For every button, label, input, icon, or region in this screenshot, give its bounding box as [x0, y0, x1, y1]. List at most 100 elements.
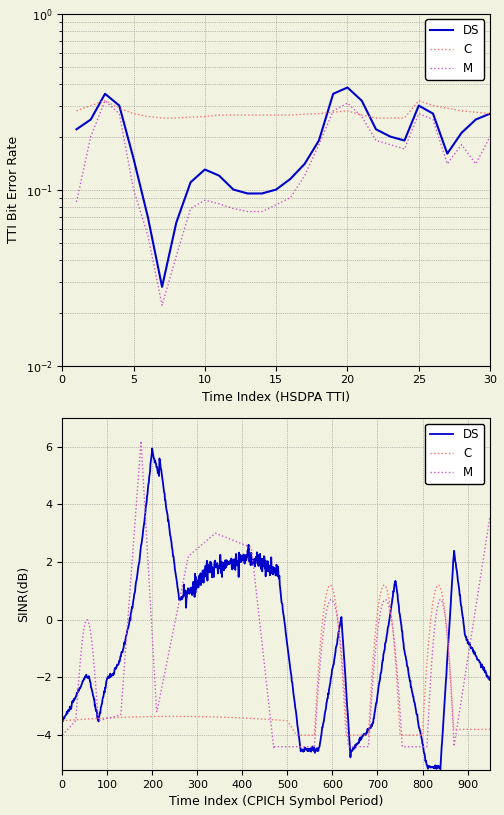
- M: [271, 744, 277, 754]
- DS: [487, 108, 493, 118]
- M: [159, 301, 165, 311]
- M: [401, 742, 407, 751]
- M: [244, 207, 250, 217]
- C: [430, 101, 436, 111]
- C: [316, 108, 322, 118]
- Legend: DS, C, M: DS, C, M: [425, 424, 484, 484]
- C: [173, 113, 179, 123]
- C: [435, 580, 442, 590]
- DS: [74, 125, 80, 134]
- M: [354, 742, 360, 751]
- C: [487, 725, 493, 734]
- DS: [302, 159, 308, 169]
- M: [88, 132, 94, 142]
- DS: [273, 185, 279, 195]
- DS: [373, 125, 379, 134]
- DS: [444, 149, 450, 159]
- C: [259, 110, 265, 120]
- C: [359, 110, 365, 120]
- M: [373, 135, 379, 145]
- C: [145, 112, 151, 121]
- DS: [473, 115, 479, 125]
- C: [232, 713, 238, 723]
- M: [430, 115, 436, 125]
- C: [159, 113, 165, 123]
- M: [487, 132, 493, 142]
- DS: [149, 443, 155, 453]
- M: [216, 199, 222, 209]
- Y-axis label: SINR(dB): SINR(dB): [18, 566, 30, 622]
- M: [259, 207, 265, 217]
- C: [230, 110, 236, 120]
- M: [145, 231, 151, 240]
- C: [116, 104, 122, 113]
- M: [416, 108, 422, 118]
- C: [293, 730, 299, 740]
- M: [202, 196, 208, 205]
- Line: DS: DS: [77, 87, 490, 287]
- C: [59, 716, 65, 725]
- M: [344, 98, 350, 108]
- C: [247, 713, 254, 723]
- M: [302, 170, 308, 180]
- DS: [159, 282, 165, 292]
- C: [74, 106, 80, 116]
- DS: [259, 188, 265, 198]
- C: [401, 730, 407, 740]
- C: [344, 106, 350, 116]
- DS: [393, 581, 399, 591]
- M: [173, 251, 179, 261]
- DS: [287, 174, 293, 183]
- X-axis label: Time Index (CPICH Symbol Period): Time Index (CPICH Symbol Period): [169, 795, 384, 808]
- C: [302, 109, 308, 119]
- C: [131, 108, 137, 118]
- C: [459, 106, 465, 116]
- M: [116, 108, 122, 118]
- C: [393, 667, 399, 677]
- DS: [359, 95, 365, 105]
- Line: C: C: [77, 100, 490, 118]
- M: [473, 159, 479, 169]
- Line: M: M: [77, 100, 490, 306]
- DS: [230, 185, 236, 195]
- C: [102, 95, 108, 105]
- DS: [430, 108, 436, 118]
- M: [402, 144, 408, 154]
- DS: [459, 128, 465, 138]
- C: [216, 110, 222, 120]
- DS: [145, 212, 151, 222]
- C: [444, 104, 450, 113]
- DS: [233, 554, 239, 564]
- M: [487, 511, 493, 521]
- DS: [402, 135, 408, 145]
- C: [330, 108, 336, 117]
- DS: [187, 178, 194, 187]
- C: [187, 112, 194, 122]
- DS: [102, 89, 108, 99]
- Legend: DS, C, M: DS, C, M: [425, 20, 484, 80]
- M: [74, 197, 80, 207]
- C: [202, 112, 208, 121]
- M: [103, 714, 109, 724]
- DS: [416, 101, 422, 111]
- DS: [316, 135, 322, 145]
- C: [473, 108, 479, 117]
- DS: [344, 82, 350, 92]
- DS: [353, 739, 359, 749]
- M: [131, 185, 137, 195]
- DS: [248, 548, 254, 557]
- X-axis label: Time Index (HSDPA TTI): Time Index (HSDPA TTI): [202, 391, 350, 404]
- C: [103, 713, 109, 723]
- Line: M: M: [62, 441, 490, 749]
- DS: [244, 188, 250, 198]
- C: [244, 110, 250, 120]
- M: [387, 139, 393, 149]
- M: [273, 200, 279, 209]
- DS: [437, 764, 444, 774]
- DS: [387, 132, 393, 142]
- DS: [173, 218, 179, 227]
- C: [487, 108, 493, 118]
- C: [373, 113, 379, 123]
- M: [138, 436, 144, 446]
- C: [402, 113, 408, 123]
